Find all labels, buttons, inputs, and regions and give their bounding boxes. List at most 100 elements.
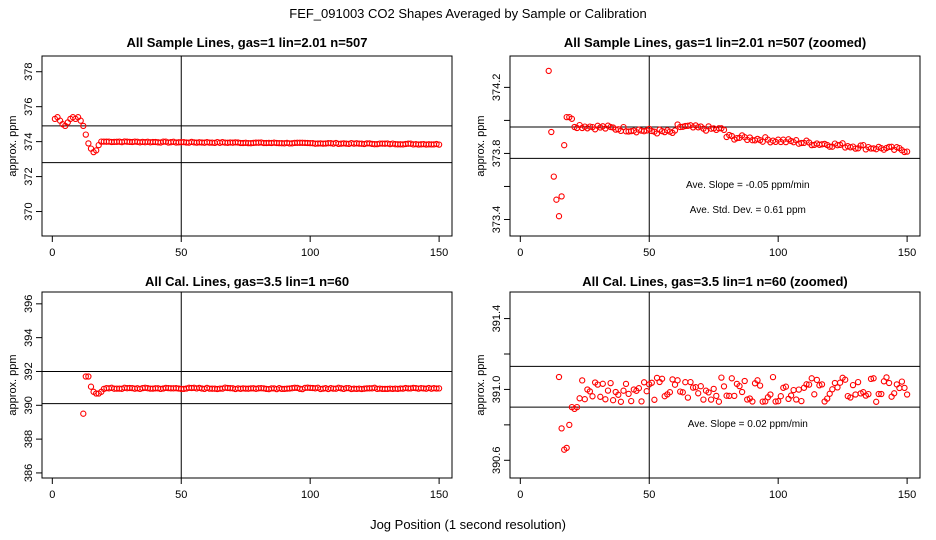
data-point [834, 384, 841, 391]
data-point [720, 383, 728, 390]
data-point [553, 196, 560, 203]
data-point [82, 131, 89, 138]
data-point [759, 398, 766, 405]
data-point [865, 390, 872, 398]
panel-title: All Cal. Lines, gas=3.5 lin=1 n=60 (zoom… [582, 274, 848, 289]
data-point [561, 142, 568, 149]
data-point [883, 374, 890, 381]
y-tick-label: 370 [23, 202, 35, 220]
data-point [885, 379, 893, 387]
y-tick-label: 390.6 [491, 447, 503, 475]
data-point [82, 373, 89, 380]
x-tick-label: 50 [175, 247, 187, 259]
data-point [628, 397, 635, 405]
data-point [867, 375, 875, 383]
data-point [671, 127, 679, 134]
data-point [857, 142, 864, 149]
data-point [617, 398, 625, 405]
data-point [597, 393, 604, 400]
x-tick-label: 150 [898, 489, 916, 501]
x-tick-label: 0 [49, 489, 55, 501]
data-point [826, 143, 833, 150]
data-point [707, 396, 715, 403]
data-point [847, 394, 854, 401]
data-point [741, 377, 748, 385]
data-point [824, 395, 831, 402]
y-tick-label: 390 [23, 396, 35, 414]
data-point [903, 148, 911, 155]
data-point [852, 391, 859, 398]
x-tick-label: 50 [643, 489, 655, 501]
x-tick-label: 150 [430, 489, 448, 501]
data-point [671, 381, 679, 388]
x-tick-label: 0 [49, 247, 55, 259]
data-point [695, 390, 702, 397]
data-point [777, 393, 784, 400]
data-point [85, 140, 92, 147]
panel-title: All Sample Lines, gas=1 lin=2.01 n=507 (… [564, 35, 866, 50]
data-point [885, 143, 893, 151]
data-point [829, 386, 836, 393]
annotation-text: Ave. Slope = -0.05 ppm/min [686, 180, 810, 191]
data-point [873, 398, 880, 405]
y-axis-label: approx. ppm [475, 354, 487, 415]
data-point [772, 398, 779, 405]
data-point [635, 385, 643, 392]
data-point [689, 384, 697, 391]
data-point [891, 390, 898, 397]
data-point [80, 122, 87, 130]
data-point [842, 376, 849, 383]
y-axis-label: approx. ppm [7, 115, 19, 176]
y-tick-label: 388 [23, 430, 35, 448]
data-point [790, 386, 797, 394]
x-tick-label: 100 [301, 247, 319, 259]
data-point [826, 390, 833, 397]
x-tick-label: 50 [175, 489, 187, 501]
data-point [607, 379, 614, 387]
data-point [767, 391, 774, 398]
data-point [548, 128, 555, 136]
data-point [759, 138, 766, 145]
x-tick-label: 150 [898, 247, 916, 259]
data-point [643, 388, 650, 395]
data-point [638, 398, 645, 405]
data-point [599, 380, 606, 387]
data-point [903, 391, 911, 398]
data-point [433, 385, 440, 392]
data-point [555, 373, 563, 381]
data-point [852, 145, 859, 152]
data-point [658, 375, 666, 382]
y-tick-label: 376 [23, 97, 35, 115]
data-point [550, 173, 557, 180]
data-point [898, 378, 906, 385]
data-point [602, 396, 609, 403]
data-point [793, 396, 800, 403]
y-tick-label: 373.4 [491, 206, 503, 234]
panel-sample-lines: All Sample Lines, gas=1 lin=2.01 n=507 0… [7, 35, 453, 259]
data-point [87, 383, 95, 390]
data-point [80, 410, 87, 417]
data-point [818, 381, 826, 388]
data-point [586, 388, 594, 395]
annotation-text: Ave. Slope = 0.02 ppm/min [688, 419, 808, 430]
data-point [677, 388, 684, 395]
data-point [836, 379, 844, 386]
data-point [775, 398, 782, 405]
y-tick-label: 392 [23, 362, 35, 380]
page-title: FEF_091003 CO2 Shapes Averaged by Sample… [289, 6, 647, 21]
data-point [756, 382, 764, 389]
data-point [648, 127, 655, 135]
plot-frame [41, 55, 453, 237]
data-point [705, 389, 712, 396]
data-point [620, 387, 627, 394]
data-point [573, 403, 581, 411]
data-point [563, 444, 570, 452]
data-point [901, 384, 908, 392]
data-point [795, 386, 802, 393]
data-point [870, 375, 877, 382]
data-point [558, 425, 565, 432]
plot-frame [509, 55, 921, 237]
data-point [615, 391, 622, 398]
data-point [648, 379, 655, 386]
